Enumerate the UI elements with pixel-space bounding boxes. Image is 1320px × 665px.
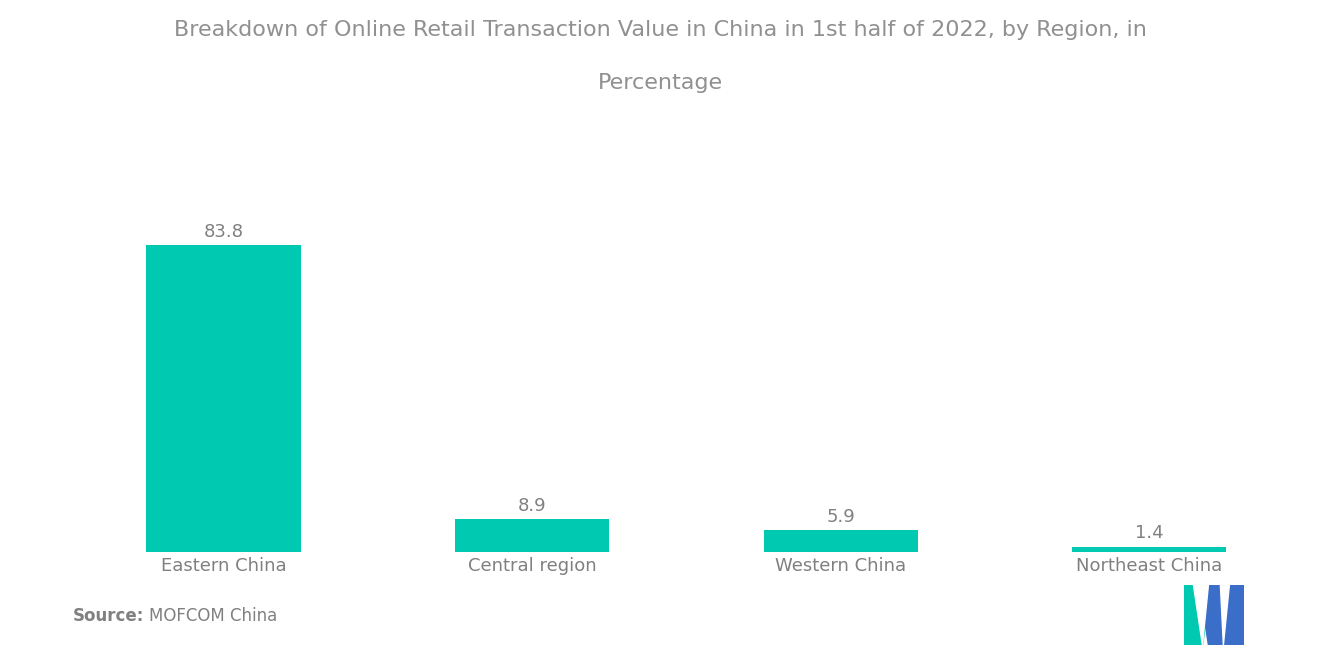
Text: Percentage: Percentage: [598, 73, 722, 93]
Polygon shape: [1200, 585, 1245, 645]
Text: Breakdown of Online Retail Transaction Value in China in 1st half of 2022, by Re: Breakdown of Online Retail Transaction V…: [173, 20, 1147, 40]
Bar: [1072, 547, 1226, 552]
Text: 1.4: 1.4: [1135, 525, 1163, 543]
Text: 83.8: 83.8: [203, 223, 244, 241]
Text: Source:: Source:: [73, 607, 144, 625]
Polygon shape: [1221, 585, 1229, 645]
Bar: [455, 519, 610, 552]
Bar: [763, 531, 917, 552]
Polygon shape: [1184, 585, 1212, 645]
Polygon shape: [1193, 585, 1208, 645]
Text: 8.9: 8.9: [517, 497, 546, 515]
Bar: [147, 245, 301, 552]
Text: 5.9: 5.9: [826, 508, 855, 526]
Text: MOFCOM China: MOFCOM China: [149, 607, 277, 625]
